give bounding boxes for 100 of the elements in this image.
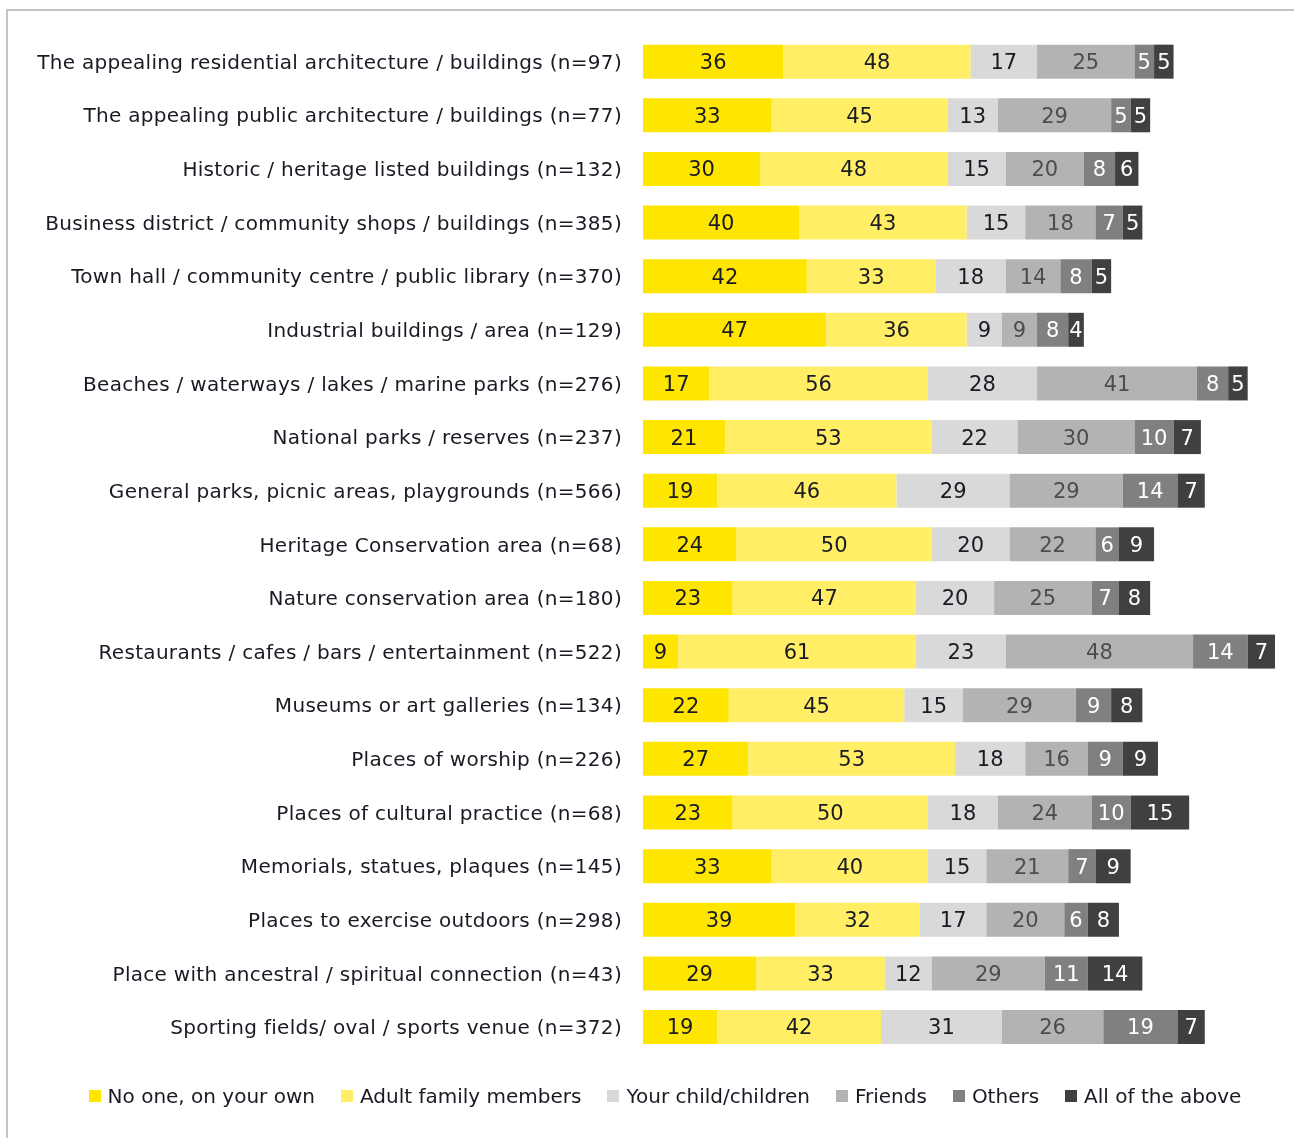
- data-label: 20: [1031, 157, 1059, 182]
- bar: [643, 956, 757, 991]
- data-label: 15: [1146, 800, 1174, 825]
- data-label: 30: [688, 157, 715, 182]
- data-label: 6: [1120, 157, 1134, 182]
- data-label: 19: [666, 479, 694, 504]
- data-label: 22: [672, 693, 700, 718]
- data-label: 5: [1231, 371, 1245, 396]
- bar: [1009, 527, 1096, 562]
- bar: [1193, 634, 1248, 669]
- data-label: 17: [990, 50, 1018, 75]
- bar: [1173, 420, 1201, 455]
- bar: [1087, 741, 1123, 776]
- bar: [1076, 688, 1112, 723]
- bar: [732, 580, 917, 615]
- data-label: 40: [707, 211, 735, 235]
- bar: [1025, 741, 1088, 776]
- y-tick-label: Sporting fields/ oval / sports venue (n=372): [170, 1015, 622, 1040]
- bar: [771, 98, 948, 133]
- bar: [1095, 205, 1123, 240]
- bar: [643, 634, 679, 669]
- bar: [927, 795, 999, 830]
- data-label: 7: [1184, 1015, 1198, 1040]
- data-label: 20: [1011, 908, 1039, 933]
- data-label: 23: [947, 640, 975, 665]
- data-label: 50: [816, 800, 844, 825]
- data-label: 40: [836, 854, 864, 879]
- data-label: 48: [840, 157, 868, 182]
- data-label: 18: [957, 264, 985, 289]
- bar: [986, 902, 1065, 937]
- data-label: 7: [1184, 479, 1198, 504]
- bar: [896, 473, 1010, 508]
- data-label: 42: [785, 1015, 813, 1040]
- bar: [643, 1010, 718, 1045]
- data-label: 56: [805, 371, 832, 396]
- data-label: 36: [883, 318, 910, 343]
- bar: [643, 580, 733, 615]
- bar: [927, 366, 1038, 401]
- data-label: 31: [928, 1015, 955, 1040]
- data-label: 25: [1072, 50, 1100, 75]
- bar: [935, 259, 1006, 294]
- data-label: 7: [1180, 425, 1194, 450]
- legend-label: No one, on your own: [107, 1084, 315, 1108]
- data-label: 8: [1092, 157, 1107, 182]
- data-label: 7: [1098, 586, 1112, 611]
- data-label: 23: [674, 586, 702, 611]
- y-tick-label: The appealing public architecture / buildings (n=77): [82, 103, 622, 128]
- bar: [1009, 473, 1123, 508]
- bar: [1122, 473, 1178, 508]
- bar: [1087, 956, 1143, 991]
- data-label: 41: [1103, 371, 1131, 396]
- data-label: 14: [1136, 479, 1164, 504]
- bar: [966, 205, 1026, 240]
- bar: [643, 688, 729, 723]
- bar: [1103, 1010, 1178, 1045]
- bar: [643, 259, 807, 294]
- bar: [1068, 849, 1096, 884]
- data-label: 9: [653, 640, 668, 665]
- bar: [643, 527, 737, 562]
- bar: [947, 98, 999, 133]
- data-label: 20: [941, 586, 969, 611]
- data-label: 9: [1012, 318, 1027, 343]
- data-label: 18: [949, 800, 977, 825]
- data-label: 22: [961, 425, 988, 450]
- bar: [966, 312, 1002, 347]
- bar: [1177, 473, 1205, 508]
- y-tick-label: General parks, picnic areas, playgrounds (n=566): [108, 478, 622, 503]
- bar: [904, 688, 963, 723]
- data-label: 42: [711, 264, 739, 289]
- data-label: 22: [1039, 532, 1066, 557]
- data-label: 7: [1102, 211, 1116, 235]
- y-tick-label: National parks / reserves (n=237): [272, 425, 622, 450]
- bar: [1118, 527, 1155, 562]
- data-label: 10: [1140, 425, 1168, 450]
- bar: [1017, 420, 1135, 455]
- bar: [1122, 741, 1158, 776]
- bar: [643, 44, 784, 79]
- data-label: 14: [1019, 264, 1047, 289]
- bar: [1060, 259, 1092, 294]
- bar: [1001, 312, 1038, 347]
- data-label: 8: [1045, 318, 1060, 343]
- legend-label: Others: [971, 1084, 1040, 1108]
- data-label: 9: [1086, 693, 1101, 718]
- data-label: 8: [1096, 908, 1111, 933]
- bar: [962, 688, 1077, 723]
- bar: [709, 366, 928, 401]
- data-label: 29: [1006, 693, 1033, 718]
- data-label: 29: [939, 479, 967, 504]
- y-tick-label: Historic / heritage listed buildings (n=132): [182, 157, 622, 182]
- data-label: 45: [846, 103, 873, 128]
- bar: [736, 527, 932, 562]
- data-label: 4: [1069, 318, 1083, 343]
- data-label: 5: [1157, 50, 1171, 75]
- bar: [717, 1010, 881, 1045]
- data-label: 7: [1075, 854, 1089, 879]
- data-label: 47: [811, 586, 838, 611]
- data-label: 48: [1086, 640, 1113, 665]
- bar: [916, 580, 995, 615]
- data-label: 9: [1098, 747, 1112, 772]
- data-label: 47: [721, 318, 749, 343]
